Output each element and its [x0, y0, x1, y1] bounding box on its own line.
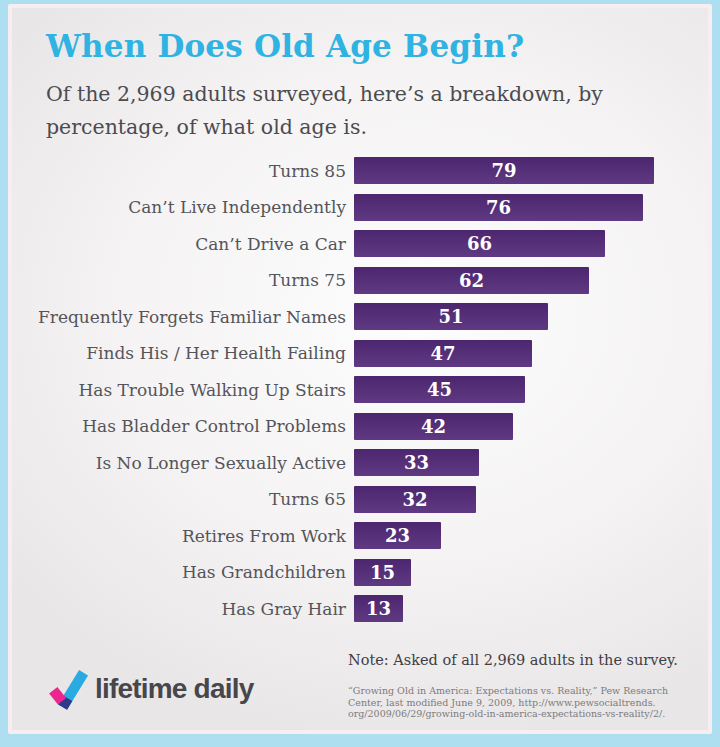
chart-row: Can’t Drive a Car 66: [12, 230, 708, 257]
bar-value: 79: [491, 160, 516, 181]
bar-label: Turns 65: [12, 489, 354, 509]
bar: 62: [354, 267, 589, 294]
bar-value: 42: [421, 416, 446, 437]
bar-label: Finds His / Her Health Failing: [12, 343, 354, 363]
bar-label: Has Grandchildren: [12, 562, 354, 582]
bar: 32: [354, 486, 476, 513]
chart-row: Turns 75 62: [12, 267, 708, 294]
chart-subtitle: Of the 2,969 adults surveyed, here’s a b…: [46, 78, 688, 144]
source-line: Center, last modified June 9, 2009, http…: [348, 697, 656, 708]
chart-row: Retires From Work 23: [12, 522, 708, 549]
bar: 23: [354, 522, 441, 549]
bar-value: 47: [430, 343, 455, 364]
bar-label: Has Gray Hair: [12, 599, 354, 619]
bar-value: 51: [438, 306, 463, 327]
bar-label: Retires From Work: [12, 526, 354, 546]
bar: 76: [354, 194, 643, 221]
bar: 66: [354, 230, 605, 257]
footer: lifetime daily Note: Asked of all 2,969 …: [12, 652, 708, 720]
bar-label: Has Trouble Walking Up Stairs: [12, 380, 354, 400]
footer-notes: Note: Asked of all 2,969 adults in the s…: [348, 652, 682, 720]
chart-row: Has Bladder Control Problems 42: [12, 413, 708, 440]
bar-value: 15: [370, 562, 395, 583]
bar: 45: [354, 376, 525, 403]
source-line: org/2009/06/29/growing-old-in-america-ex…: [348, 708, 665, 719]
bar: 51: [354, 303, 548, 330]
lifetime-daily-logo: lifetime daily: [48, 668, 253, 710]
chart-title: When Does Old Age Begin?: [46, 28, 688, 64]
page-frame: When Does Old Age Begin? Of the 2,969 ad…: [0, 0, 720, 747]
chart-row: Can’t Live Independently 76: [12, 194, 708, 221]
bar-label: Has Bladder Control Problems: [12, 416, 354, 436]
source-line: “Growing Old in America: Expectations vs…: [348, 685, 668, 696]
bar-label: Is No Longer Sexually Active: [12, 453, 354, 473]
bar-label: Turns 85: [12, 161, 354, 181]
bar-value: 62: [459, 270, 484, 291]
chart-row: Is No Longer Sexually Active 33: [12, 449, 708, 476]
survey-note: Note: Asked of all 2,969 adults in the s…: [348, 652, 682, 668]
logo-text: lifetime daily: [95, 673, 253, 705]
bar: 13: [354, 595, 403, 622]
chart-row: Has Trouble Walking Up Stairs 45: [12, 376, 708, 403]
bar-value: 33: [404, 452, 429, 473]
bar: 79: [354, 157, 654, 184]
source-citation: “Growing Old in America: Expectations vs…: [348, 685, 682, 720]
bar-value: 66: [467, 233, 492, 254]
bar: 15: [354, 559, 411, 586]
bar-value: 13: [366, 598, 391, 619]
chart-row: Has Grandchildren 15: [12, 559, 708, 586]
bar-value: 45: [427, 379, 452, 400]
bar: 42: [354, 413, 513, 440]
chart-row: Turns 65 32: [12, 486, 708, 513]
bar-value: 76: [486, 197, 511, 218]
chart-row: Has Gray Hair 13: [12, 595, 708, 622]
bar-label: Can’t Live Independently: [12, 197, 354, 217]
bar-value: 32: [402, 489, 427, 510]
bar-label: Can’t Drive a Car: [12, 234, 354, 254]
bar-label: Turns 75: [12, 270, 354, 290]
bar-value: 23: [385, 525, 410, 546]
chart-row: Frequently Forgets Familiar Names 51: [12, 303, 708, 330]
bar-chart: Turns 8579Can’t Live Independently76Can’…: [12, 157, 708, 622]
bar: 47: [354, 340, 532, 367]
infographic-card: When Does Old Age Begin? Of the 2,969 ad…: [8, 4, 712, 734]
chart-row: Finds His / Her Health Failing 47: [12, 340, 708, 367]
checkmark-icon: [48, 668, 90, 710]
bar: 33: [354, 449, 479, 476]
chart-row: Turns 85 79: [12, 157, 708, 184]
header: When Does Old Age Begin? Of the 2,969 ad…: [12, 8, 708, 144]
bar-label: Frequently Forgets Familiar Names: [12, 307, 354, 327]
